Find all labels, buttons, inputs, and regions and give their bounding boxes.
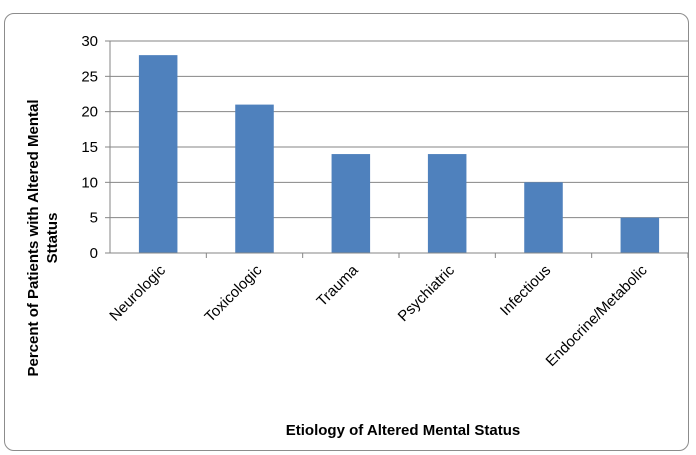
bar-infectious bbox=[524, 182, 563, 253]
x-category-label: Neurologic bbox=[106, 261, 169, 324]
x-axis-title: Etiology of Altered Mental Status bbox=[286, 422, 520, 439]
y-tick-label: 25 bbox=[81, 68, 98, 85]
y-tick-label: 10 bbox=[81, 174, 98, 191]
y-axis-title-line-2: Sttatus bbox=[44, 213, 61, 264]
y-tick-label: 0 bbox=[90, 245, 98, 262]
bar-trauma bbox=[331, 154, 371, 253]
bars bbox=[138, 55, 660, 254]
y-tick-label: 5 bbox=[90, 210, 98, 227]
x-category-label: Psychiatric bbox=[395, 261, 459, 325]
y-axis-title-line-1: Percent of Patients with Altered Mental bbox=[25, 100, 42, 377]
y-tick-label: 30 bbox=[81, 33, 98, 50]
bar-neurologic bbox=[138, 55, 178, 254]
x-category-label: Infectious bbox=[497, 262, 554, 319]
gridlines bbox=[110, 40, 688, 219]
y-tick-labels: 0 5 10 15 20 25 30 bbox=[81, 33, 110, 262]
x-category-label: Toxicologic bbox=[201, 261, 265, 325]
y-tick-label: 15 bbox=[81, 139, 98, 156]
x-category-label: Trauma bbox=[313, 261, 362, 310]
bar-toxicologic bbox=[235, 104, 274, 253]
x-category-labels: Neurologic Toxicologic Trauma Psychiatric In… bbox=[106, 253, 689, 370]
bar-endocrine-metabolic bbox=[620, 217, 660, 253]
bar-psychiatric bbox=[427, 154, 467, 253]
y-tick-label: 20 bbox=[81, 104, 98, 121]
x-category-label: Endocrine/Metabolic bbox=[543, 261, 651, 369]
